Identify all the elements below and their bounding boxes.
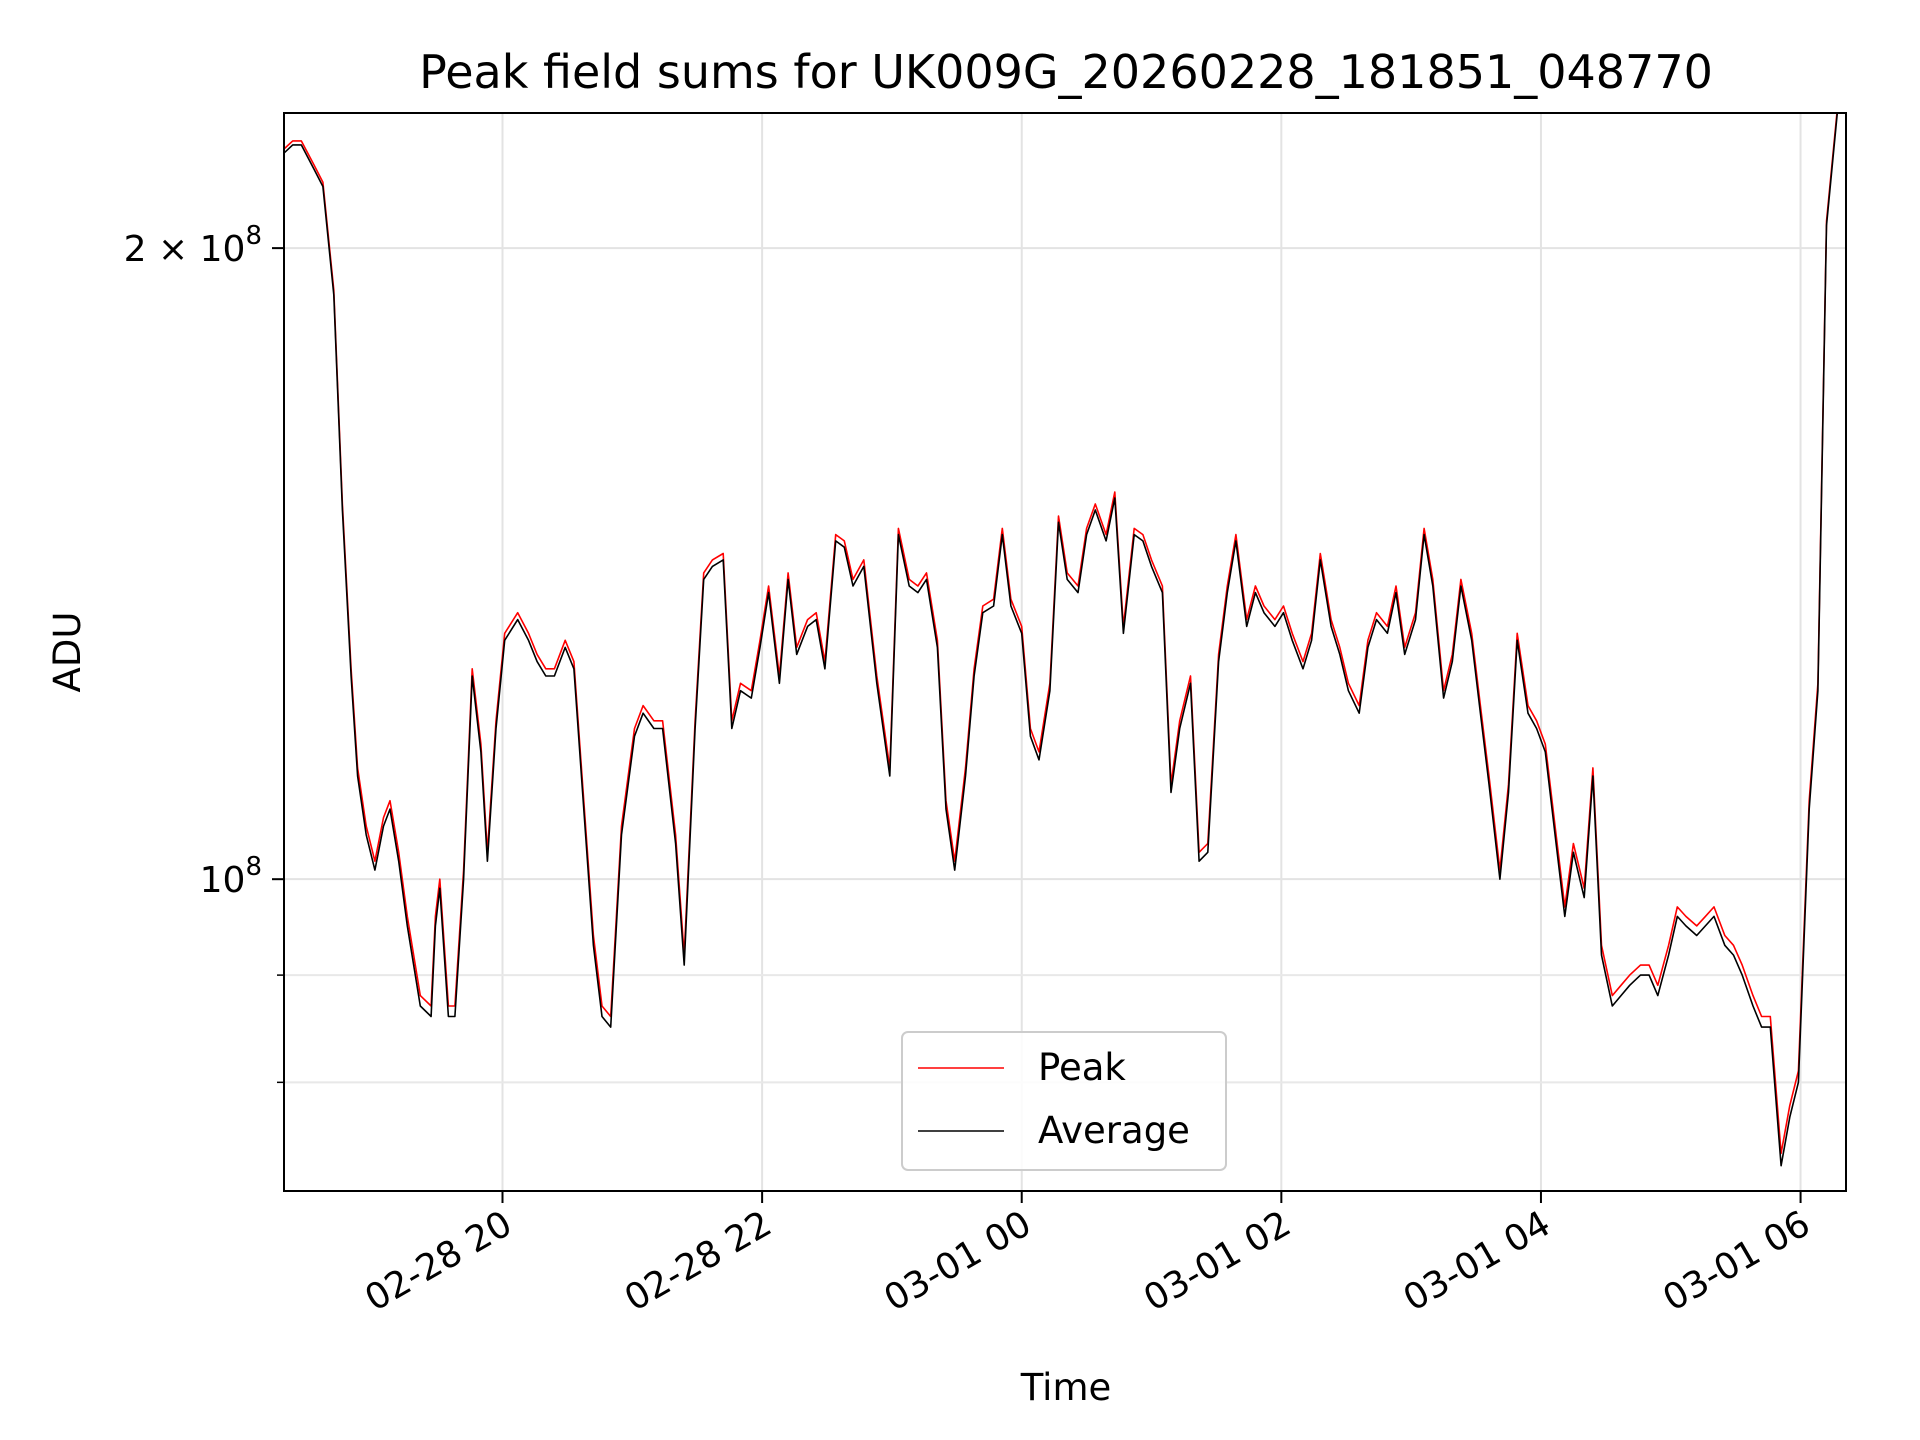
y-tick-base: 10 bbox=[200, 229, 246, 270]
plot-frame bbox=[283, 112, 1847, 1192]
y-tick-exponent: 8 bbox=[245, 221, 262, 251]
y-tick-exponent: 8 bbox=[245, 852, 262, 882]
legend-box bbox=[901, 1031, 1227, 1171]
y-tick-label: 108 bbox=[200, 852, 262, 901]
y-tick-multiplier: 2 × bbox=[124, 229, 200, 270]
y-tick-base: 10 bbox=[200, 860, 246, 901]
legend: Peak Average bbox=[901, 1031, 1227, 1171]
peak-series-line bbox=[284, 113, 1838, 1155]
average-series-line bbox=[284, 113, 1839, 1167]
legend-average-label: Average bbox=[1038, 1109, 1190, 1152]
legend-peak-label: Peak bbox=[1038, 1046, 1126, 1089]
y-tick-label: 2 × 108 bbox=[124, 221, 262, 270]
series-lines bbox=[284, 113, 1839, 1167]
y-axis-label: ADU bbox=[46, 612, 89, 693]
x-axis-label: Time bbox=[1020, 1366, 1112, 1409]
chart-title: Peak field sums for UK009G_20260228_1818… bbox=[419, 45, 1713, 99]
